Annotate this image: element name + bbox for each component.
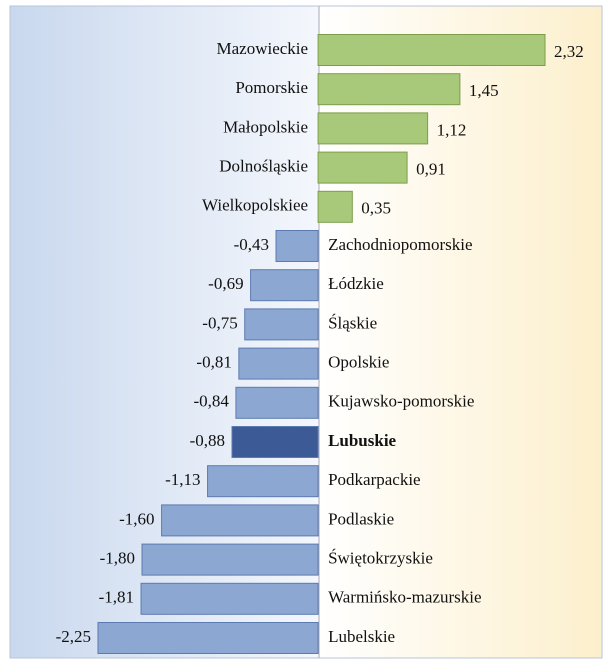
category-label: Zachodniopomorskie [328, 235, 472, 254]
bar [97, 622, 319, 654]
bar [317, 151, 408, 184]
category-label: Lubelskie [328, 627, 395, 646]
value-label: -1,81 [99, 588, 134, 607]
category-label: Łódzkie [328, 274, 384, 293]
value-label: 1,45 [469, 81, 499, 100]
value-label: -1,60 [119, 509, 154, 528]
frame [9, 5, 603, 659]
bar [317, 34, 546, 66]
value-label: -2,25 [56, 627, 91, 646]
category-label: Mazowieckie [216, 39, 308, 58]
value-label: 0,91 [416, 160, 446, 179]
bar [238, 347, 319, 380]
bar [244, 308, 319, 341]
category-label: Warmińsko-mazurskie [328, 588, 481, 607]
bar [317, 190, 353, 223]
bar [161, 504, 319, 537]
category-label: Śląskie [328, 313, 377, 332]
category-label: Opolskie [328, 353, 389, 372]
bar [207, 465, 319, 498]
category-label: Świętokrzyskie [328, 549, 433, 568]
category-label: Podlaskie [328, 509, 394, 528]
bar [275, 230, 319, 262]
value-label: -1,80 [100, 549, 135, 568]
bar [231, 426, 319, 458]
value-label: 2,32 [554, 42, 584, 61]
value-label: 1,12 [437, 120, 467, 139]
category-label: Małopolskie [223, 117, 308, 136]
value-label: -0,81 [196, 353, 231, 372]
value-label: -0,84 [193, 392, 229, 411]
value-label: -0,88 [190, 431, 225, 450]
category-label: Wielkopolskiee [202, 196, 308, 215]
category-label: Kujawsko-pomorskie [328, 392, 474, 411]
category-label: Lubuskie [328, 431, 396, 450]
value-label: -1,13 [165, 470, 200, 489]
value-label: -0,75 [202, 313, 237, 332]
bar [140, 582, 319, 615]
bar [317, 112, 429, 145]
value-label: -0,69 [208, 274, 243, 293]
value-label: 0,35 [361, 199, 391, 218]
bar [235, 386, 319, 419]
bar [141, 543, 319, 576]
category-label: Dolnośląskie [219, 157, 308, 176]
category-label: Podkarpackie [328, 470, 421, 489]
bar [317, 73, 461, 106]
bar [250, 269, 319, 302]
value-label: -0,43 [234, 235, 269, 254]
category-label: Pomorskie [235, 78, 308, 97]
